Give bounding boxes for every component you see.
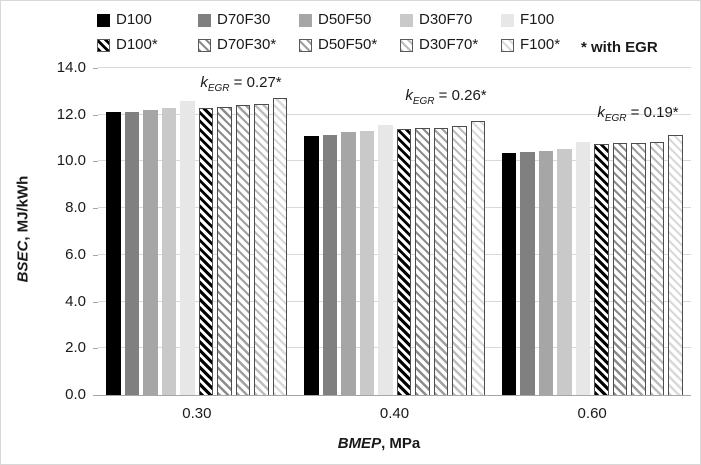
gridline-y8 [98,207,691,209]
legend-label: F100 [520,11,555,28]
legend-swatch-hatched [198,38,211,52]
bar-F100-egr-bmep0.40 [470,120,485,395]
legend-swatch-hatched [400,38,413,52]
bar-F100-egr-bmep0.60 [668,134,683,395]
bar-F100-egr-bmep0.30 [272,98,288,395]
bar-D50F50-egr-bmep0.30 [235,105,251,395]
bar-D30F70-bmep0.60 [557,148,572,395]
legend-label: F100* [520,36,561,53]
y-axis-title: BSEC, MJ/kWh [15,176,32,283]
bar-D70F30-egr-bmep0.60 [612,142,628,395]
bar-D100-bmep0.30 [106,112,121,395]
bar-D100-bmep0.60 [501,153,517,395]
x-axis-title-units: , MPa [381,435,421,452]
x-tick-label-0.30: 0.30 [182,405,212,422]
x-axis-title: BMEP, MPa [338,435,421,452]
annotation-kegr-0.40: kEGR = 0.26* [405,87,487,107]
y-tick-mark [93,68,98,69]
legend-label: D70F30* [217,36,277,53]
bar-D70F30-bmep0.30 [124,112,140,395]
annotation-kegr-0.60: kEGR = 0.19* [597,104,679,124]
gridline-y10 [98,160,691,162]
y-axis-title-italic: BSEC [14,240,32,283]
bar-D30F70-egr-bmep0.30 [254,104,269,395]
legend-item-D50F50-egr: D50F50* [299,37,377,53]
bar-D100-egr-bmep0.60 [594,143,609,395]
y-tick-label-10.0: 10.0 [56,152,86,170]
legend-swatch-hatched [299,38,312,52]
bar-D70F30-egr-bmep0.40 [415,127,430,395]
bar-F100-bmep0.30 [180,100,195,395]
y-tick-label-0.0: 0.0 [65,386,86,403]
legend-egr-note: * with EGR [581,39,658,56]
legend-item-D50F50: D50F50 [299,12,371,28]
legend-label: D70F30 [217,11,271,28]
y-tick-mark [93,208,98,210]
legend-item-D100: D100 [97,12,152,28]
y-tick-mark [93,254,98,256]
bar-D30F70-bmep0.40 [359,131,374,395]
legend-label: D30F70* [419,36,479,53]
bar-D70F30-bmep0.40 [322,134,337,395]
legend-label: D100* [116,36,158,53]
gridline-y6 [98,253,691,255]
x-axis-title-italic: BMEP [337,435,382,452]
y-tick-label-12.0: 12.0 [56,105,86,123]
x-axis-line [98,395,691,396]
y-tick-mark [93,114,98,116]
legend-item-D100-egr: D100* [97,37,158,53]
y-tick-label-8.0: 8.0 [65,199,86,217]
bar-D30F70-egr-bmep0.40 [452,126,467,395]
legend-item-F100: F100 [501,12,554,28]
legend-item-D30F70: D30F70 [400,12,472,28]
legend-item-D30F70-egr: D30F70* [400,37,478,53]
bar-D50F50-bmep0.60 [538,150,554,395]
bar-D50F50-egr-bmep0.60 [631,142,646,395]
x-tick-label-0.40: 0.40 [379,405,410,422]
bar-F100-bmep0.60 [575,141,591,395]
legend-label: D100 [116,11,152,28]
bar-D100-bmep0.40 [304,135,319,395]
legend-swatch-solid [97,13,110,27]
legend-swatch-solid [501,13,514,27]
bar-D50F50-egr-bmep0.40 [433,127,448,395]
legend-swatch-solid [198,13,211,27]
legend-swatch-hatched [97,38,110,52]
y-tick-mark [93,395,98,396]
legend-item-D70F30-egr: D70F30* [198,37,276,53]
gridline-y14 [98,67,691,68]
y-tick-label-6.0: 6.0 [65,245,86,263]
bar-D70F30-egr-bmep0.30 [217,106,232,395]
gridline-y12 [98,113,691,115]
y-tick-label-2.0: 2.0 [65,339,86,357]
legend-label: D50F50 [318,11,372,28]
legend-swatch-hatched [501,38,514,52]
legend-swatch-solid [400,13,413,27]
bar-D30F70-bmep0.30 [161,107,177,395]
y-axis-title-units: , MJ/kWh [14,175,32,241]
y-tick-label-14.0: 14.0 [56,59,86,76]
legend-swatch-solid [299,13,312,27]
bar-D50F50-bmep0.30 [143,110,158,395]
y-tick-mark [93,301,98,303]
y-tick-label-4.0: 4.0 [65,292,86,310]
legend-item-D70F30: D70F30 [198,12,270,28]
bar-D100-egr-bmep0.40 [396,128,411,395]
gridline-y2 [98,347,691,349]
bar-D50F50-bmep0.40 [341,132,356,395]
bar-F100-bmep0.40 [378,125,393,395]
x-tick-label-0.60: 0.60 [577,405,607,422]
y-tick-mark [93,161,98,163]
bar-D100-egr-bmep0.30 [198,107,214,395]
legend-label: D50F50* [318,36,378,53]
legend-label: D30F70 [419,11,473,28]
bar-D70F30-bmep0.60 [520,152,535,395]
gridline-y4 [98,300,691,302]
y-tick-mark [93,348,98,350]
annotation-kegr-0.30: kEGR = 0.27* [200,74,282,94]
bar-D30F70-egr-bmep0.60 [649,141,665,395]
legend-item-F100-egr: F100* [501,37,560,53]
plot-area [98,67,691,396]
